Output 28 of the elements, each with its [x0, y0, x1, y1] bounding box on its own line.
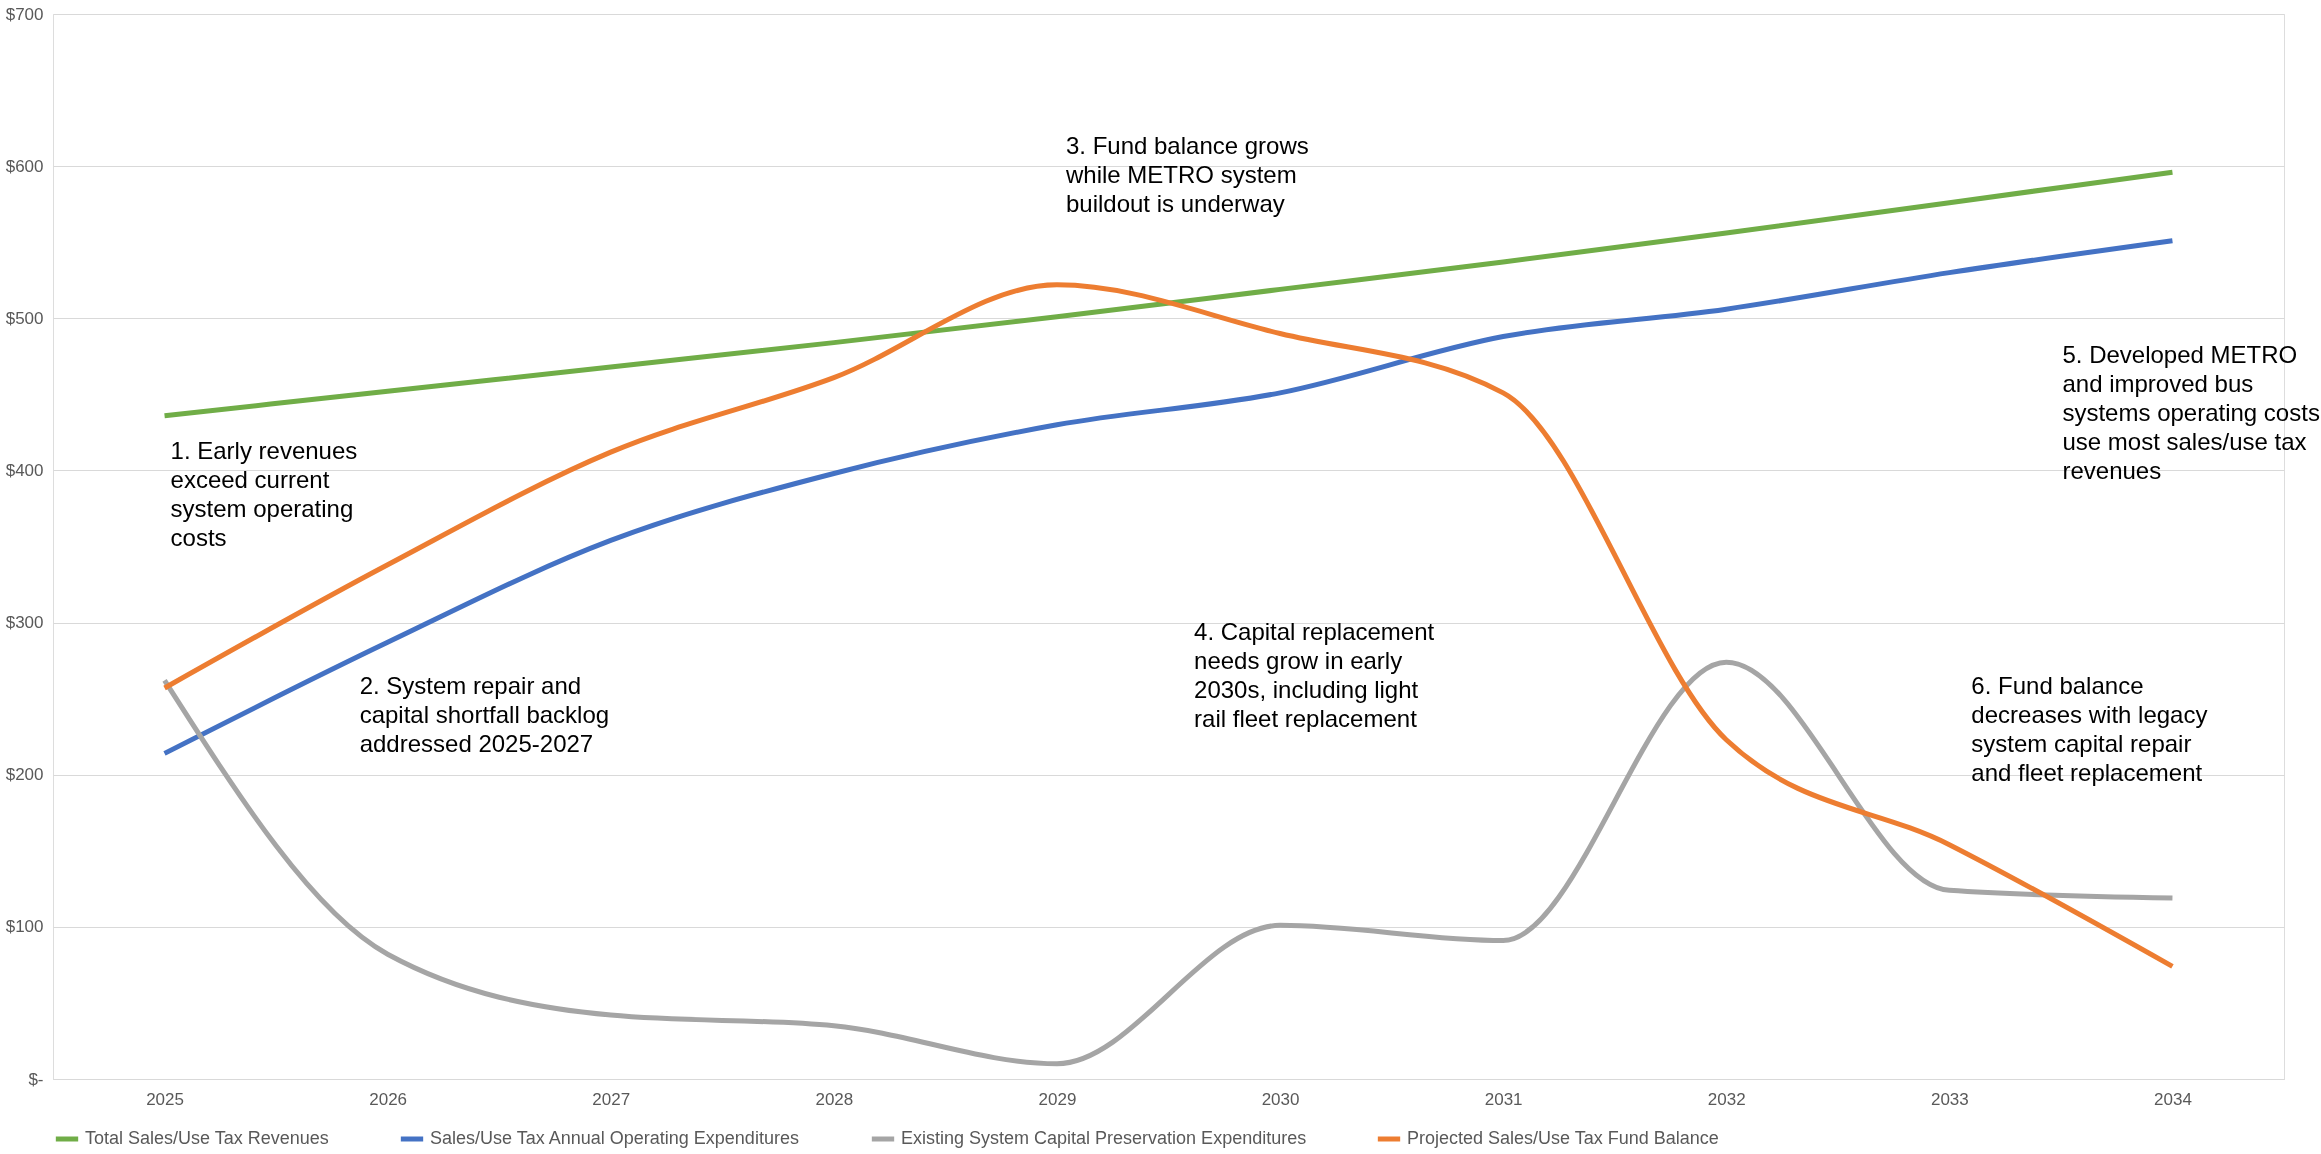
x-tick-label: 2028: [815, 1089, 854, 1109]
y-tick-label: $400: [5, 460, 44, 480]
annotation: 3. Fund balance grows while METRO system buildout is underway: [1064, 132, 1309, 218]
y-tick-label: $200: [5, 765, 44, 785]
x-tick-label: 2033: [1930, 1089, 1969, 1109]
x-tick-label: 2031: [1484, 1089, 1523, 1109]
x-tick-label: 2025: [146, 1089, 184, 1109]
legend-label: Existing System Capital Preservation Expenditures: [901, 1128, 1307, 1148]
x-tick-label: 2027: [592, 1089, 631, 1109]
annotation: 1. Early revenues exceed current system operating costs: [170, 437, 358, 551]
y-tick-label: $600: [5, 156, 44, 176]
legend-label: Projected Sales/Use Tax Fund Balance: [1407, 1128, 1719, 1148]
x-tick-label: 2032: [1707, 1089, 1746, 1109]
annotation: 2. System repair and capital shortfall backlog addressed 2025-2027: [359, 672, 610, 758]
x-tick-label: 2026: [369, 1089, 408, 1109]
annotation: 4. Capital replacement needs grow in early 2030s, including light rail fleet replacement: [1194, 618, 1435, 733]
y-tick-label: $500: [5, 308, 44, 328]
x-tick-label: 2034: [2154, 1089, 2192, 1109]
legend-label: Total Sales/Use Tax Revenues: [85, 1128, 329, 1148]
y-tick-label: $100: [5, 917, 44, 937]
annotation: 6. Fund balance decreases with legacy system capital repair and fleet replacement: [1971, 672, 2208, 787]
y-tick-label: $700: [5, 4, 44, 24]
y-tick-label: $-: [28, 1069, 44, 1089]
x-tick-label: 2029: [1038, 1089, 1077, 1109]
annotation: 5. Developed METRO and improved bus systems operating costs use most sales/use tax revenues: [2062, 341, 2320, 485]
legend-label: Sales/Use Tax Annual Operating Expenditures: [430, 1128, 799, 1148]
x-tick-label: 2030: [1261, 1089, 1300, 1109]
y-tick-label: $300: [5, 613, 44, 633]
